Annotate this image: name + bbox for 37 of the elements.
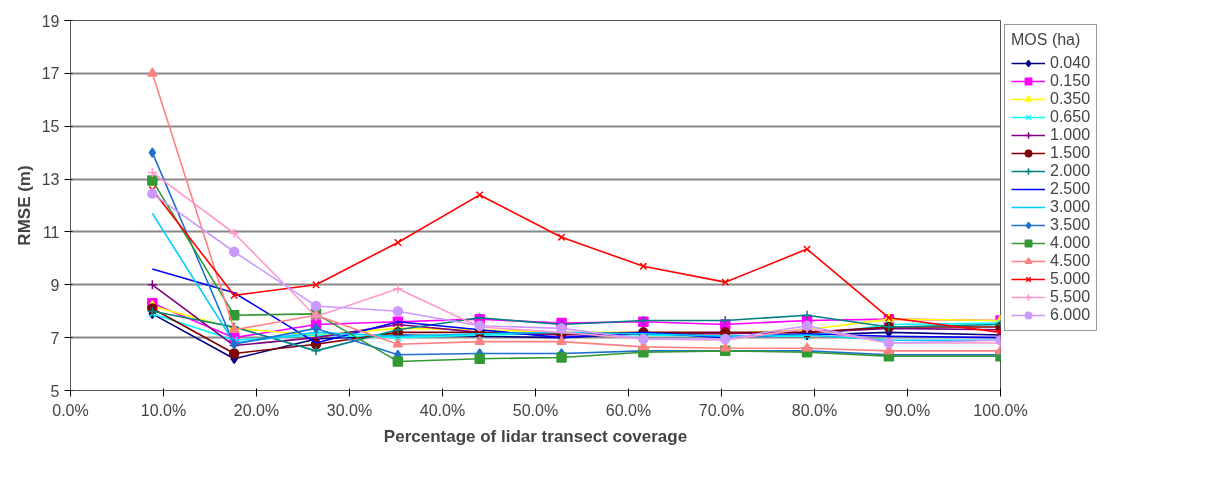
legend-label: 2.000: [1050, 162, 1091, 180]
y-axis-title: RMSE (m): [14, 165, 34, 246]
legend-label: 6.000: [1050, 306, 1091, 324]
x-tick-label: 100.0%: [973, 401, 1028, 419]
y-tick-label: 5: [50, 382, 60, 400]
legend-label: 0.040: [1050, 54, 1091, 72]
legend-label: 0.150: [1050, 72, 1091, 90]
legend-label: 5.000: [1050, 270, 1091, 288]
legend-label: 0.350: [1050, 90, 1091, 108]
legend-label: 3.500: [1050, 216, 1091, 234]
x-tick-label: 30.0%: [326, 401, 373, 419]
y-tick-label: 19: [41, 12, 60, 30]
legend-label: 1.000: [1050, 126, 1091, 144]
x-tick-label: 50.0%: [512, 401, 559, 419]
x-tick-label: 70.0%: [698, 401, 745, 419]
legend-label: 5.500: [1050, 288, 1091, 306]
y-tick-label: 15: [41, 118, 60, 136]
legend-label: 2.500: [1050, 180, 1091, 198]
y-tick-label: 17: [41, 65, 60, 83]
legend-label: 0.650: [1050, 108, 1091, 126]
x-tick-label: 10.0%: [140, 401, 187, 419]
x-tick-label: 80.0%: [791, 401, 838, 419]
x-tick-label: 20.0%: [233, 401, 280, 419]
legend-label: 1.500: [1050, 144, 1091, 162]
x-tick-label: 90.0%: [884, 401, 931, 419]
legend-label: 3.000: [1050, 198, 1091, 216]
y-tick-label: 9: [50, 276, 60, 294]
x-tick-label: 0.0%: [52, 401, 89, 419]
x-tick-label: 40.0%: [419, 401, 466, 419]
y-tick-label: 7: [50, 329, 60, 347]
x-tick-label: 60.0%: [605, 401, 652, 419]
legend-label: 4.000: [1050, 234, 1091, 252]
legend-label: 4.500: [1050, 252, 1091, 270]
legend-title: MOS (ha): [1011, 31, 1082, 49]
y-tick-label: 11: [42, 223, 60, 241]
y-tick-label: 13: [41, 171, 60, 189]
x-axis-title: Percentage of lidar transect coverage: [383, 426, 688, 446]
